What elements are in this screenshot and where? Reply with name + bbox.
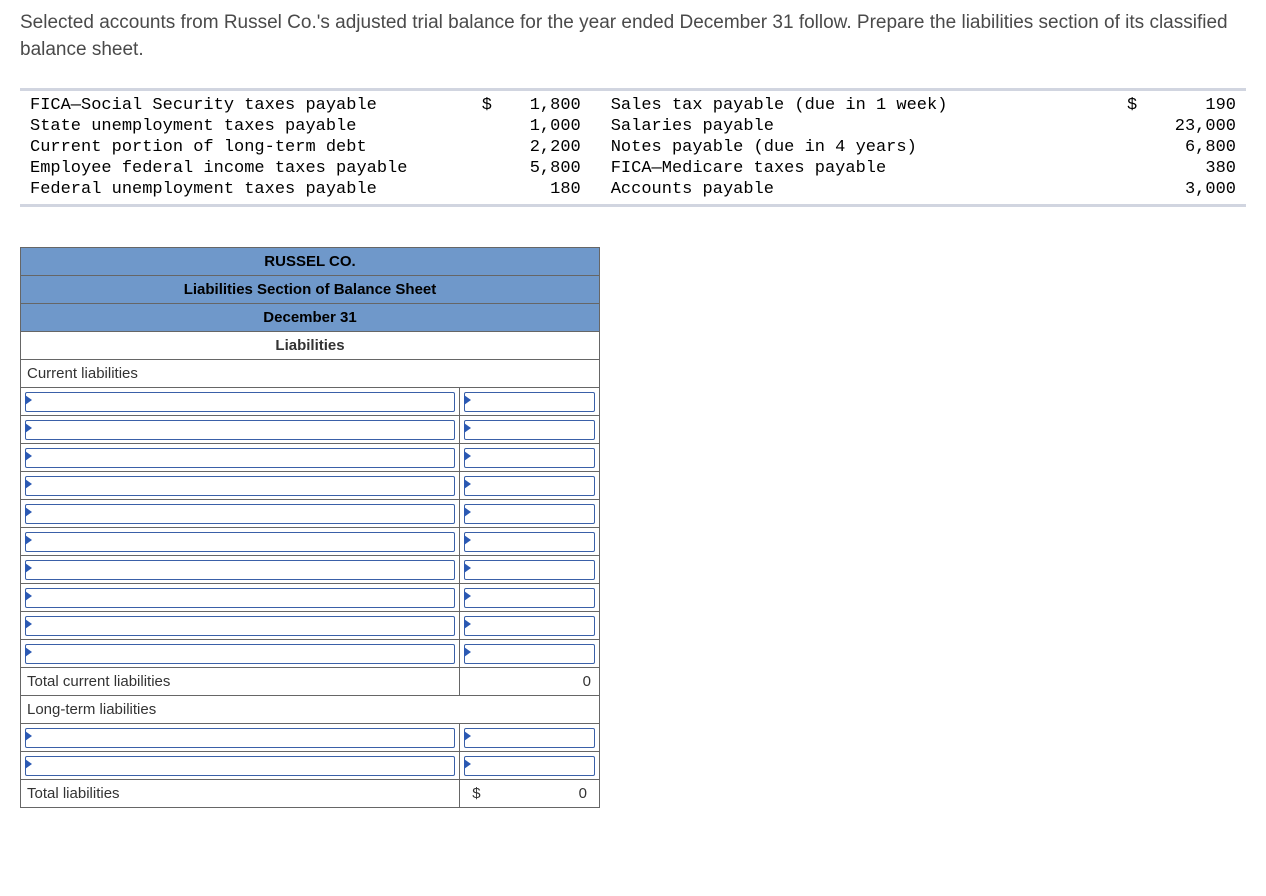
ws-amount-input[interactable]: [464, 476, 595, 496]
ws-amount-input-cell[interactable]: [460, 752, 600, 780]
tb-right-amount: 6,800: [1117, 137, 1246, 158]
ws-account-input-cell[interactable]: [21, 388, 460, 416]
ws-input-row: [21, 640, 600, 668]
trial-balance-table: FICA—Social Security taxes payable$1,800…: [20, 95, 1246, 200]
ws-input-row: [21, 556, 600, 584]
ws-amount-input-cell[interactable]: [460, 444, 600, 472]
ws-account-input[interactable]: [25, 504, 455, 524]
ws-amount-input[interactable]: [464, 560, 595, 580]
ws-amount-input[interactable]: [464, 588, 595, 608]
tb-left-account: State unemployment taxes payable: [20, 116, 472, 137]
ws-account-input-cell[interactable]: [21, 416, 460, 444]
trial-balance-container: FICA—Social Security taxes payable$1,800…: [20, 88, 1246, 207]
trial-balance-row: State unemployment taxes payable1,000Sal…: [20, 116, 1246, 137]
ws-amount-input[interactable]: [464, 448, 595, 468]
ws-account-input-cell[interactable]: [21, 752, 460, 780]
tb-right-account: FICA—Medicare taxes payable: [601, 158, 1117, 179]
tb-left-amount: $1,800: [472, 95, 601, 116]
ws-account-input-cell[interactable]: [21, 472, 460, 500]
ws-total-current-label: Total current liabilities: [21, 668, 460, 696]
ws-current-liab-label: Current liabilities: [21, 360, 600, 388]
ws-input-row: [21, 500, 600, 528]
ws-input-row: [21, 416, 600, 444]
ws-account-input-cell[interactable]: [21, 500, 460, 528]
tb-right-amount: 380: [1117, 158, 1246, 179]
tb-left-amount: 1,000: [472, 116, 601, 137]
tb-left-amount: 2,200: [472, 137, 601, 158]
ws-amount-input-cell[interactable]: [460, 556, 600, 584]
ws-input-row: [21, 528, 600, 556]
ws-account-input[interactable]: [25, 532, 455, 552]
ws-amount-input[interactable]: [464, 504, 595, 524]
ws-amount-input-cell[interactable]: [460, 584, 600, 612]
ws-account-input-cell[interactable]: [21, 528, 460, 556]
ws-account-input-cell[interactable]: [21, 640, 460, 668]
ws-input-row: [21, 724, 600, 752]
ws-account-input[interactable]: [25, 392, 455, 412]
tb-right-account: Notes payable (due in 4 years): [601, 137, 1117, 158]
ws-account-input-cell[interactable]: [21, 556, 460, 584]
tb-right-account: Accounts payable: [601, 179, 1117, 200]
ws-amount-input[interactable]: [464, 392, 595, 412]
ws-input-row: [21, 444, 600, 472]
ws-title-date: December 31: [21, 304, 600, 332]
trial-balance-row: Federal unemployment taxes payable180Acc…: [20, 179, 1246, 200]
ws-input-row: [21, 388, 600, 416]
tb-right-amount: 23,000: [1117, 116, 1246, 137]
ws-account-input[interactable]: [25, 756, 455, 776]
ws-input-row: [21, 752, 600, 780]
ws-account-input-cell[interactable]: [21, 584, 460, 612]
ws-amount-input[interactable]: [464, 728, 595, 748]
trial-balance-row: FICA—Social Security taxes payable$1,800…: [20, 95, 1246, 116]
tb-left-amount: 180: [472, 179, 601, 200]
ws-account-input[interactable]: [25, 476, 455, 496]
ws-account-input[interactable]: [25, 588, 455, 608]
ws-input-row: [21, 612, 600, 640]
tb-right-account: Salaries payable: [601, 116, 1117, 137]
ws-account-input[interactable]: [25, 448, 455, 468]
tb-right-amount: $190: [1117, 95, 1246, 116]
ws-amount-input-cell[interactable]: [460, 500, 600, 528]
ws-title-section: Liabilities Section of Balance Sheet: [21, 276, 600, 304]
ws-account-input[interactable]: [25, 616, 455, 636]
trial-balance-row: Employee federal income taxes payable5,8…: [20, 158, 1246, 179]
tb-left-amount: 5,800: [472, 158, 601, 179]
ws-liabilities-heading: Liabilities: [21, 332, 600, 360]
tb-left-account: Current portion of long-term debt: [20, 137, 472, 158]
ws-amount-input[interactable]: [464, 616, 595, 636]
ws-amount-input[interactable]: [464, 644, 595, 664]
ws-amount-input-cell[interactable]: [460, 640, 600, 668]
ws-account-input[interactable]: [25, 728, 455, 748]
ws-amount-input[interactable]: [464, 756, 595, 776]
ws-input-row: [21, 584, 600, 612]
ws-account-input[interactable]: [25, 644, 455, 664]
ws-total-current-value: 0: [460, 668, 600, 696]
tb-left-account: Federal unemployment taxes payable: [20, 179, 472, 200]
ws-account-input-cell[interactable]: [21, 612, 460, 640]
ws-account-input[interactable]: [25, 560, 455, 580]
ws-total-liab-label: Total liabilities: [21, 780, 460, 808]
ws-amount-input-cell[interactable]: [460, 528, 600, 556]
balance-sheet-worksheet: RUSSEL CO. Liabilities Section of Balanc…: [20, 247, 600, 808]
tb-left-account: Employee federal income taxes payable: [20, 158, 472, 179]
ws-account-input[interactable]: [25, 420, 455, 440]
tb-right-amount: 3,000: [1117, 179, 1246, 200]
ws-amount-input-cell[interactable]: [460, 472, 600, 500]
ws-longterm-label: Long-term liabilities: [21, 696, 600, 724]
ws-account-input-cell[interactable]: [21, 444, 460, 472]
trial-balance-row: Current portion of long-term debt2,200No…: [20, 137, 1246, 158]
ws-title-company: RUSSEL CO.: [21, 248, 600, 276]
ws-total-liab-value: $0: [460, 780, 600, 808]
ws-amount-input[interactable]: [464, 420, 595, 440]
ws-amount-input[interactable]: [464, 532, 595, 552]
question-text: Selected accounts from Russel Co.'s adju…: [20, 10, 1246, 63]
tb-right-account: Sales tax payable (due in 1 week): [601, 95, 1117, 116]
ws-amount-input-cell[interactable]: [460, 388, 600, 416]
ws-account-input-cell[interactable]: [21, 724, 460, 752]
ws-amount-input-cell[interactable]: [460, 416, 600, 444]
ws-amount-input-cell[interactable]: [460, 724, 600, 752]
tb-left-account: FICA—Social Security taxes payable: [20, 95, 472, 116]
ws-amount-input-cell[interactable]: [460, 612, 600, 640]
ws-input-row: [21, 472, 600, 500]
